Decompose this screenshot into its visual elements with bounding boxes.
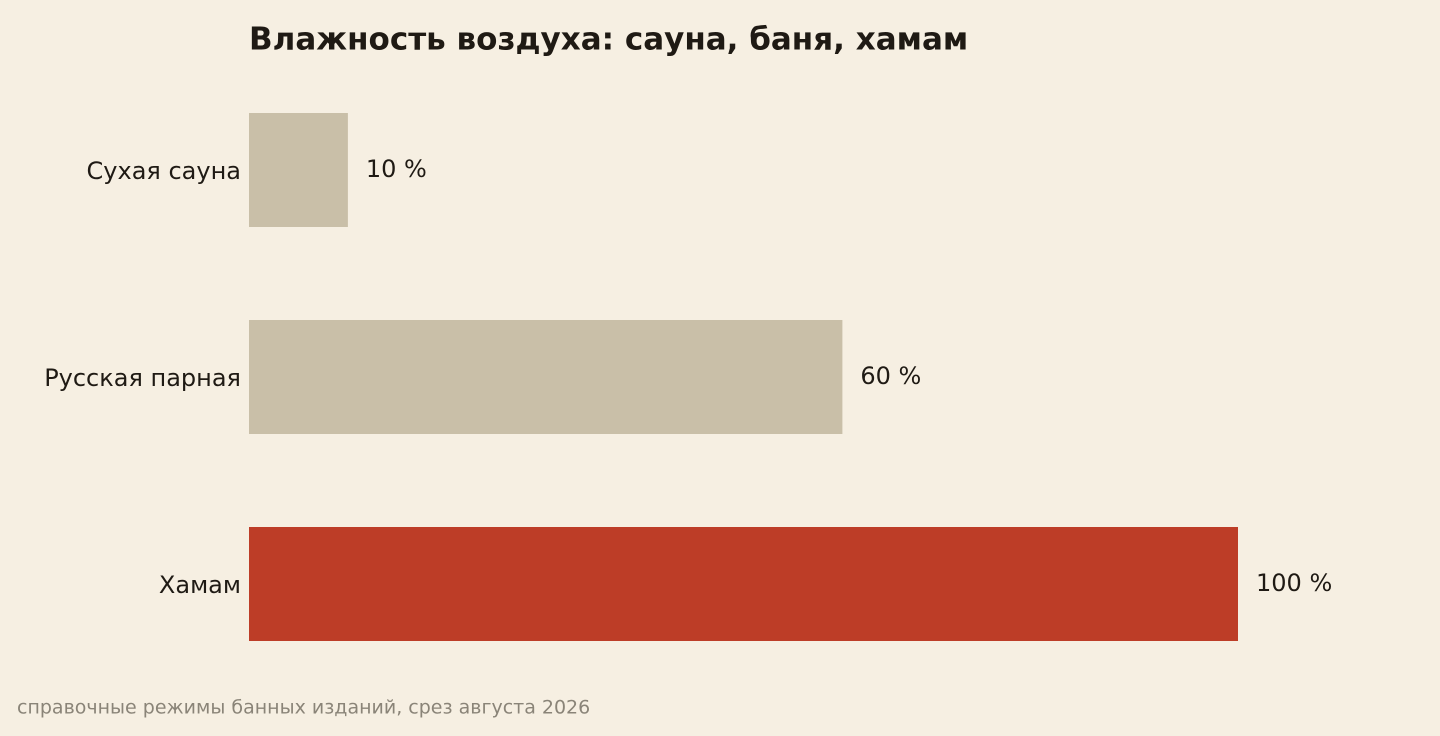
bar — [249, 527, 1238, 641]
value-label: 60 % — [860, 362, 921, 390]
bar — [249, 320, 843, 434]
value-label: 100 % — [1256, 569, 1332, 597]
bar — [249, 113, 348, 227]
value-label: 10 % — [366, 155, 427, 183]
chart-title: Влажность воздуха: сауна, баня, хамам — [249, 22, 968, 58]
category-label: Сухая сауна — [87, 157, 241, 185]
category-label: Хамам — [159, 571, 241, 599]
category-label: Русская парная — [44, 364, 241, 392]
footnote: справочные режимы банных изданий, срез а… — [17, 697, 590, 719]
